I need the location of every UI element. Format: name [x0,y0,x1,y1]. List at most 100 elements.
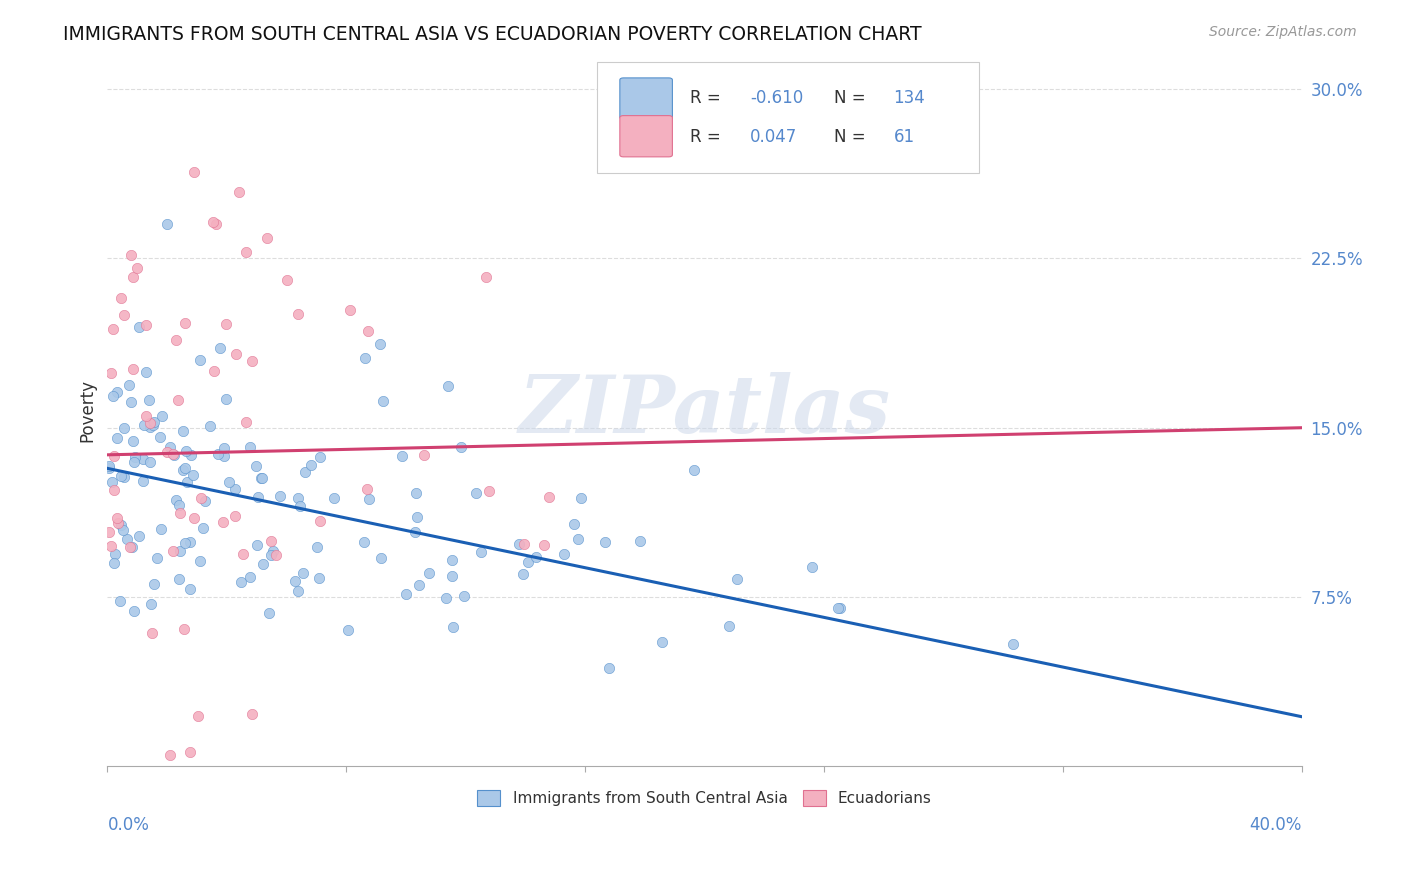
Point [413,448,436,462]
Point [211,516,233,530]
Point [269,489,291,503]
Point [97,458,120,473]
Point [228,185,250,199]
Point [287,491,309,506]
Point [165,493,187,508]
Point [120,540,142,554]
Point [146,551,169,566]
Point [100,475,122,490]
Point [308,450,330,464]
Point [188,554,211,568]
Point [593,535,616,549]
Point [240,354,263,368]
Point [135,318,157,333]
Point [162,447,184,461]
Point [155,444,177,458]
Point [250,471,273,485]
Point [135,365,157,379]
Point [149,430,172,444]
Point [139,417,162,431]
Point [405,510,427,524]
Point [245,458,267,473]
Point [107,516,129,530]
Point [391,449,413,463]
Point [128,319,150,334]
Point [256,231,278,245]
Point [357,324,380,338]
Point [370,551,392,566]
Point [353,351,375,365]
Point [562,516,585,531]
Point [259,606,281,620]
Point [339,302,361,317]
Point [139,597,162,611]
Point [450,440,472,454]
Point [242,706,264,721]
Text: 0.0%: 0.0% [107,816,149,834]
Legend: Immigrants from South Central Asia, Ecuadorians: Immigrants from South Central Asia, Ecua… [471,784,938,812]
Point [194,493,217,508]
Point [246,538,269,552]
Point [308,571,330,585]
Point [200,418,222,433]
Point [122,434,145,449]
Point [159,440,181,454]
Point [276,273,298,287]
Point [179,582,201,596]
Text: R =: R = [690,128,721,146]
Point [440,568,463,582]
Point [207,447,229,461]
Point [287,307,309,321]
Point [209,341,232,355]
Point [180,448,202,462]
Point [287,583,309,598]
Point [434,591,457,605]
Point [533,538,555,552]
Point [508,537,530,551]
Point [138,419,160,434]
Point [110,517,132,532]
Point [524,549,547,564]
Point [441,553,464,567]
Point [125,260,148,275]
Point [188,353,211,368]
Point [112,421,135,435]
Point [235,415,257,429]
Point [134,417,156,432]
Point [538,490,561,504]
Point [162,544,184,558]
Point [101,389,124,403]
Point [441,620,464,634]
Point [162,448,184,462]
Text: ZIPatlas: ZIPatlas [519,372,891,450]
Point [682,463,704,477]
Text: 0.047: 0.047 [749,128,797,146]
Point [191,520,214,534]
Point [218,475,240,490]
Point [100,366,122,380]
Point [229,574,252,589]
Point [418,566,440,580]
FancyBboxPatch shape [620,78,672,120]
Point [105,432,128,446]
Point [115,532,138,546]
Point [478,483,501,498]
Point [301,458,323,472]
Point [120,395,142,409]
Point [628,533,651,548]
Point [173,622,195,636]
Point [122,270,145,285]
Point [408,578,430,592]
Point [176,475,198,489]
Point [132,474,155,488]
Point [651,635,673,649]
Point [121,540,143,554]
Point [215,317,238,331]
Point [309,515,332,529]
Point [150,409,173,423]
Point [169,544,191,558]
Point [190,491,212,505]
Point [172,462,194,476]
Text: 40.0%: 40.0% [1250,816,1302,834]
Point [108,594,131,608]
